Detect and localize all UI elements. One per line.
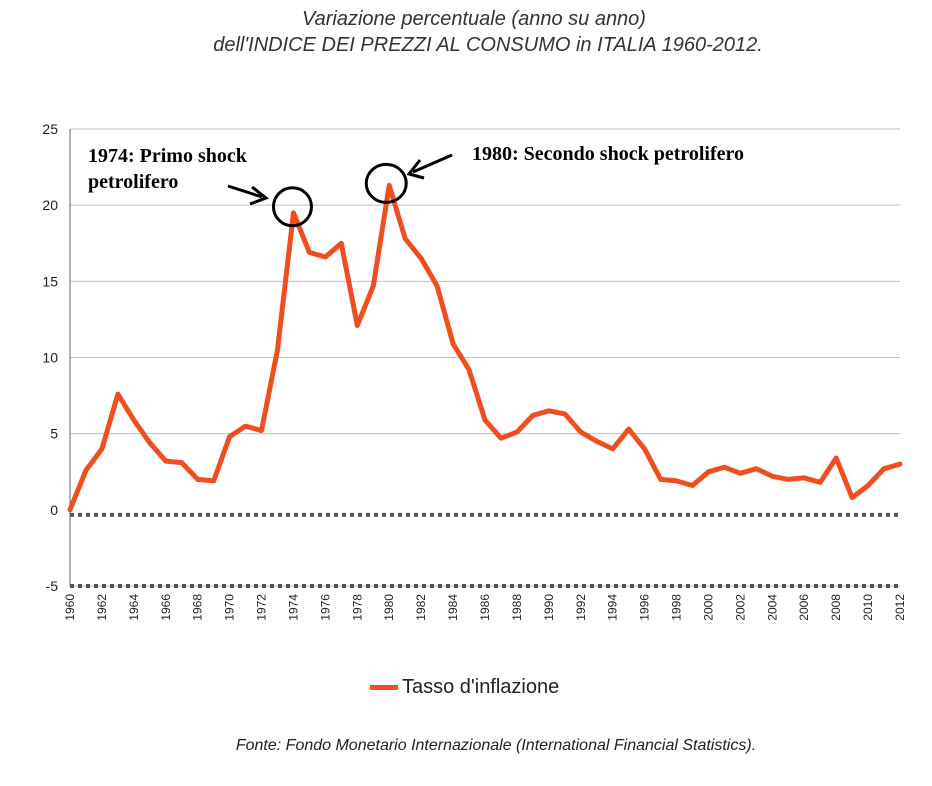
x-tick-label: 1960	[63, 594, 77, 621]
legend: Tasso d'inflazione	[370, 676, 559, 699]
x-tick-label: 2000	[701, 594, 715, 621]
x-tick-label: 1988	[510, 594, 524, 621]
chart-title-line2: dell'INDICE DEI PREZZI AL CONSUMO in ITA…	[213, 34, 763, 56]
x-tick-label: 1982	[414, 594, 428, 621]
y-tick-label: 5	[50, 426, 58, 442]
x-tick-label: 1970	[223, 594, 237, 621]
x-tick-label: 1990	[542, 594, 556, 621]
x-tick-label: 1962	[95, 594, 109, 621]
x-tick-label: 1976	[318, 594, 332, 621]
series-line-0	[67, 182, 903, 513]
x-tick-label: 2012	[893, 594, 907, 621]
y-tick-label: 25	[42, 121, 58, 137]
x-tick-label: 1978	[350, 594, 364, 621]
annotation-1980-line: 1980: Secondo shock petrolifero	[472, 143, 744, 165]
x-tick-label: 1992	[574, 594, 588, 621]
legend-label: Tasso d'inflazione	[402, 676, 560, 698]
x-tick-label: 1996	[638, 594, 652, 621]
arrow-head-1980	[406, 159, 425, 180]
x-tick-label: 1972	[255, 594, 269, 621]
y-tick-label: -5	[46, 578, 59, 594]
x-axis: 1960 1962 1964 1966 1968 1970 1972 1974 1976 1978…	[63, 512, 907, 621]
x-tick-label: 1980	[382, 594, 396, 621]
x-tick-label: 1998	[670, 594, 684, 621]
series-layer	[67, 182, 903, 513]
y-axis: 25 20 15 10 5 0 -5	[42, 121, 71, 594]
x-tick-label: 2008	[829, 594, 843, 621]
x-tick-label: 2006	[797, 594, 811, 621]
arrow-1974	[227, 184, 263, 199]
y-tick-label: 10	[42, 350, 58, 366]
arrow-1980	[412, 153, 453, 174]
inflation-line-chart: 25 20 15 10 5 0 -5 1960 1962 1964 1966 1968 1970 197…	[42, 121, 907, 621]
annotations-layer: 1974: Primo shock petrolifero 1980: Second…	[88, 143, 744, 228]
x-tick-label: 2010	[861, 594, 875, 621]
y-tick-label: 20	[42, 197, 58, 213]
annotation-1974-line: 1974: Primo shock	[88, 145, 248, 167]
highlight-circle-1974	[271, 186, 313, 228]
x-tick-label: 1974	[286, 594, 300, 621]
x-tick-label: 2002	[733, 594, 747, 621]
annotation-1974-line: petrolifero	[88, 171, 178, 193]
x-tick-label: 1994	[606, 594, 620, 621]
highlight-circle-1980	[364, 162, 408, 204]
arrow-head-1974	[249, 185, 270, 206]
chart-title-line1: Variazione percentuale (anno su anno)	[302, 8, 646, 30]
x-tick-label: 1966	[159, 594, 173, 621]
x-tick-label: 1964	[127, 594, 141, 621]
x-tick-label: 1984	[446, 594, 460, 621]
x-tick-label: 1968	[191, 594, 205, 621]
gridlines	[70, 128, 900, 587]
y-tick-label: 15	[42, 273, 58, 289]
source-note: Fonte: Fondo Monetario Internazionale (I…	[235, 737, 757, 754]
x-tick-label: 2004	[765, 594, 779, 621]
x-tick-label: 1986	[478, 594, 492, 621]
legend-swatch	[370, 685, 398, 690]
y-tick-label: 0	[50, 502, 58, 518]
